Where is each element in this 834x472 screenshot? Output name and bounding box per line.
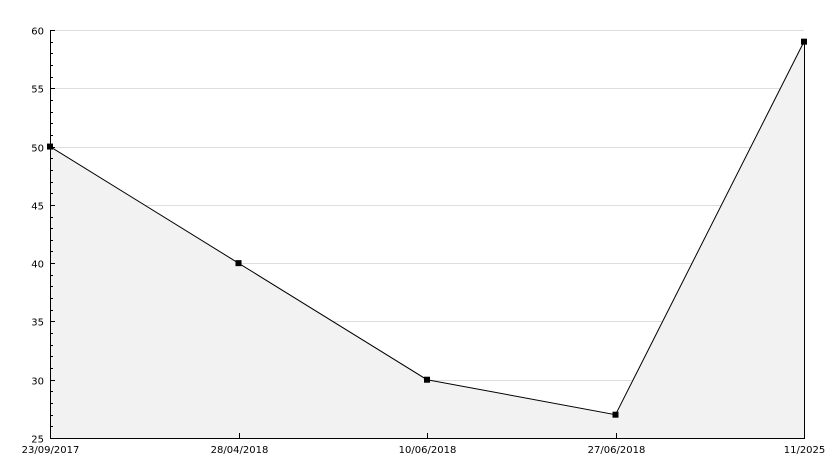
y-tick-label: 55	[31, 85, 44, 96]
x-tick-label: 23/09/2017	[22, 445, 80, 456]
data-point	[612, 411, 619, 418]
x-tick-labels: 23/09/2017 28/04/2018 10/06/2018 27/06/2018…	[22, 445, 826, 456]
data-point	[235, 260, 242, 267]
y-tick-label: 35	[31, 318, 44, 329]
x-tick-label: 27/06/2018	[588, 445, 646, 456]
y-tick-label: 50	[31, 144, 44, 155]
y-tick-label: 60	[31, 27, 44, 38]
area-fill	[50, 41, 804, 439]
y-tick-label: 25	[31, 435, 44, 446]
data-point	[424, 376, 430, 383]
x-tick-label: 11/2025	[784, 445, 826, 456]
axes	[50, 30, 805, 439]
x-tick-label: 28/04/2018	[211, 445, 269, 456]
y-tick-label: 40	[31, 260, 44, 271]
y-tick-labels: 25 30 35 40 45 50 55 60	[31, 27, 44, 446]
y-tick-label: 30	[31, 377, 44, 388]
y-tick-label: 45	[31, 202, 44, 213]
x-tick-label: 10/06/2018	[399, 445, 457, 456]
